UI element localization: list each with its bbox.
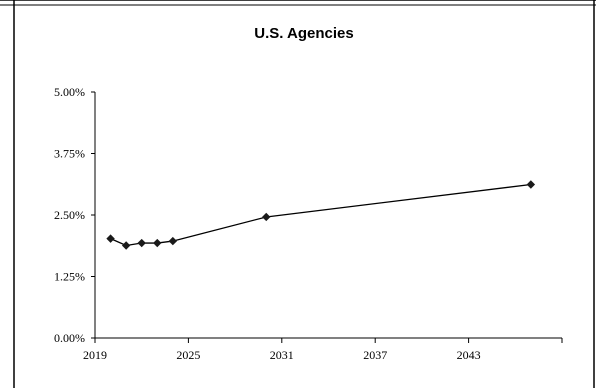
tick-labels: 0.00% 1.25% 2.50% 3.75% 5.00% 2019 2025 2031 203…	[54, 85, 481, 362]
y-tick-label: 5.00%	[54, 85, 85, 99]
series-line	[110, 183, 531, 247]
y-tick-label: 2.50%	[54, 208, 85, 222]
y-tick-label: 0.00%	[54, 331, 85, 345]
x-tick-label: 2031	[270, 348, 294, 362]
x-tick-label: 2025	[176, 348, 200, 362]
data-point-marker	[137, 238, 146, 248]
axes	[91, 91, 563, 343]
x-tick-label: 2043	[457, 348, 481, 362]
plot-area	[106, 180, 536, 250]
y-tick-label: 1.25%	[54, 270, 85, 284]
data-point-marker	[262, 212, 271, 222]
x-tick-label: 2019	[83, 348, 107, 362]
x-tick-label: 2037	[363, 348, 387, 362]
data-point-marker	[526, 180, 536, 189]
y-tick-label: 3.75%	[54, 147, 85, 161]
data-point-marker	[106, 234, 115, 243]
data-point-marker	[153, 238, 162, 248]
chart-title: U.S. Agencies	[254, 25, 353, 42]
data-point-marker	[121, 241, 131, 250]
data-point-marker	[168, 236, 178, 246]
